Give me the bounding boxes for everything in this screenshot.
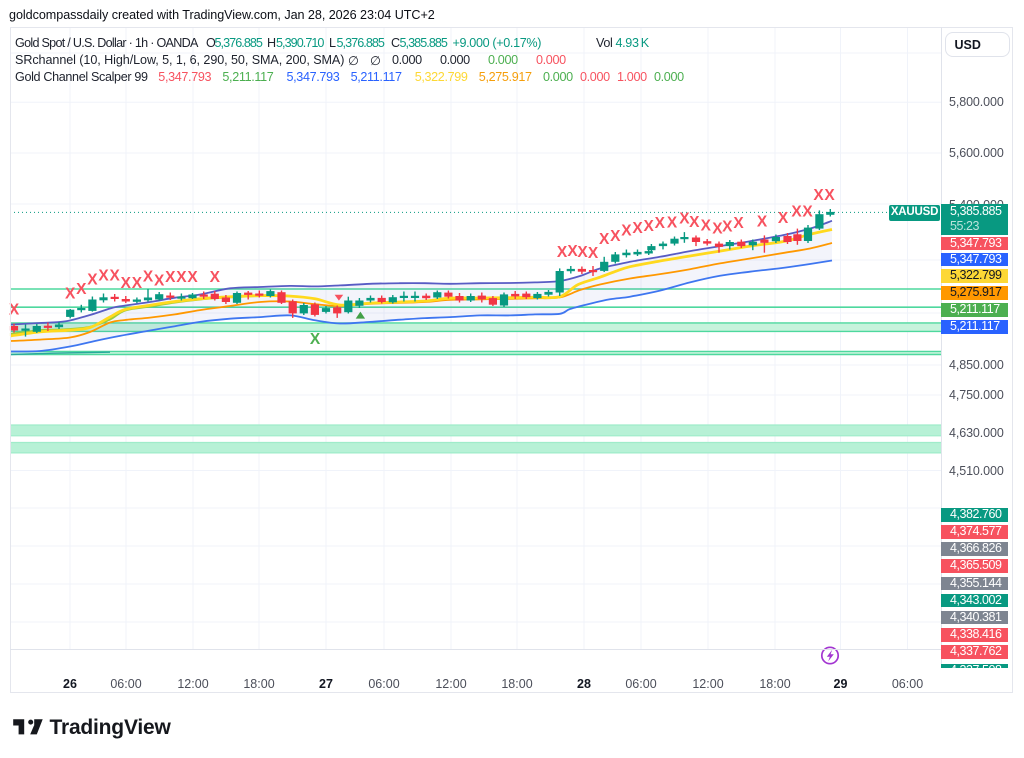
- svg-text:X: X: [722, 219, 733, 236]
- svg-text:X: X: [9, 302, 20, 319]
- svg-text:X: X: [802, 204, 813, 221]
- svg-text:X: X: [110, 268, 121, 285]
- svg-text:X: X: [165, 269, 176, 286]
- svg-text:X: X: [187, 269, 198, 286]
- svg-text:X: X: [778, 210, 789, 227]
- svg-text:X: X: [132, 275, 143, 292]
- svg-text:X: X: [210, 269, 221, 286]
- svg-text:X: X: [176, 269, 187, 286]
- svg-text:X: X: [644, 218, 655, 235]
- svg-text:X: X: [679, 210, 690, 227]
- svg-text:X: X: [689, 214, 700, 231]
- svg-text:X: X: [791, 204, 802, 221]
- svg-text:X: X: [557, 244, 568, 261]
- svg-text:X: X: [65, 286, 76, 303]
- svg-text:X: X: [733, 215, 744, 232]
- svg-text:X: X: [655, 215, 666, 232]
- svg-text:X: X: [701, 217, 712, 234]
- svg-text:X: X: [632, 220, 643, 237]
- svg-text:X: X: [567, 243, 578, 260]
- svg-text:X: X: [577, 244, 588, 261]
- svg-text:X: X: [143, 269, 154, 286]
- svg-text:X: X: [610, 228, 621, 245]
- svg-text:X: X: [310, 331, 321, 348]
- svg-text:X: X: [121, 275, 132, 292]
- svg-text:X: X: [757, 214, 768, 231]
- svg-text:X: X: [154, 273, 165, 290]
- svg-text:X: X: [667, 215, 678, 232]
- svg-text:X: X: [87, 272, 98, 289]
- svg-text:X: X: [98, 268, 109, 285]
- svg-text:X: X: [599, 231, 610, 248]
- svg-text:X: X: [621, 223, 632, 240]
- svg-text:X: X: [588, 245, 599, 262]
- svg-text:X: X: [712, 221, 723, 238]
- svg-text:X: X: [76, 281, 87, 298]
- svg-text:X: X: [813, 187, 824, 204]
- svg-text:X: X: [824, 187, 835, 204]
